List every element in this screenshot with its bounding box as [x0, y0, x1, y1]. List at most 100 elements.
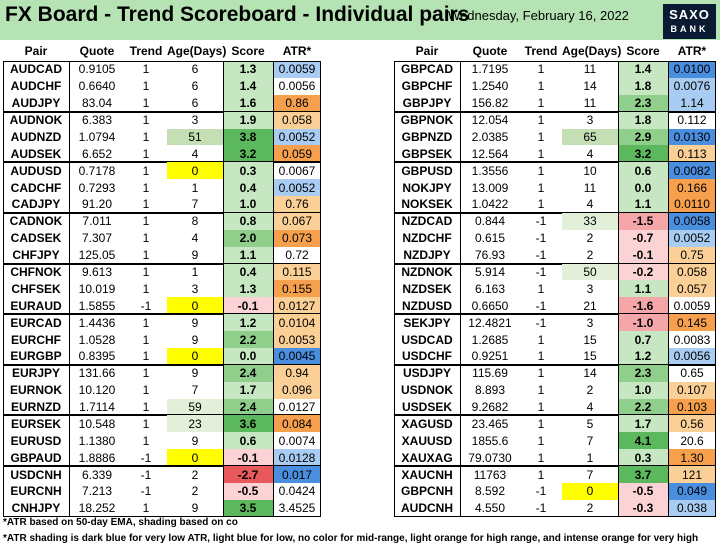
group-separator [3, 414, 321, 417]
score-cell: 0.8 [223, 212, 273, 230]
trend-cell: 1 [537, 400, 545, 415]
score-cell: 3.7 [618, 466, 668, 483]
score-cell: -1.6 [618, 297, 668, 315]
quote-cell: 7.307 [81, 231, 113, 246]
atr-cell: 0.038 [668, 499, 716, 517]
column-header-trend: Trend [129, 44, 163, 58]
score-cell: -0.1 [223, 297, 273, 315]
trend-cell: 1 [537, 332, 545, 347]
trend-cell: 1 [537, 113, 545, 128]
table-row: CNHJPY 18.252 1 9 3.5 3.4525 [3, 499, 321, 517]
atr-cell: 0.94 [273, 364, 321, 382]
table-row: AUDCAD 0.9105 1 6 1.3 0.0059 [3, 61, 321, 78]
age-cell: 11 [583, 180, 597, 195]
quote-cell: 83.04 [81, 96, 113, 111]
pair-cell: EURSEK [10, 416, 61, 431]
atr-cell: 1.30 [668, 449, 716, 467]
trend-cell: -1 [535, 231, 547, 246]
quote-cell: 0.9105 [78, 62, 116, 77]
saxo-bank-logo: SAXO BANK [663, 4, 716, 39]
group-separator [394, 262, 716, 265]
page-title: FX Board - Trend Scoreboard - Individual… [5, 3, 470, 26]
table-row: NZDJPY 76.93 -1 2 -0.1 0.75 [394, 246, 716, 264]
score-cell: 4.1 [618, 432, 668, 450]
age-cell: 50 [562, 263, 618, 281]
trend-cell: 1 [142, 62, 150, 77]
age-cell: 6 [191, 62, 199, 77]
quote-cell: 18.252 [78, 501, 116, 516]
group-separator [394, 363, 716, 366]
age-cell: 2 [586, 231, 594, 246]
trend-cell: -1 [140, 450, 152, 465]
score-cell: -0.5 [618, 483, 668, 500]
age-cell: 7 [586, 433, 594, 448]
table-row: NZDUSD 0.6650 -1 21 -1.6 0.0059 [394, 297, 716, 315]
atr-cell: 0.166 [668, 179, 716, 197]
pair-cell: CADCHF [10, 180, 62, 195]
group-separator [3, 465, 321, 468]
trend-cell: -1 [535, 315, 547, 330]
quote-cell: 1.0794 [78, 129, 116, 144]
score-cell: 3.2 [618, 145, 668, 163]
age-cell: 1 [586, 450, 594, 465]
age-cell: 15 [583, 349, 597, 364]
trend-cell: -1 [140, 298, 152, 313]
pair-cell: NZDJPY [403, 248, 451, 263]
quote-cell: 6.339 [81, 467, 113, 482]
pair-cell: AUDJPY [11, 96, 61, 111]
age-cell: 7 [586, 467, 594, 482]
table-row: GBPNZD 2.0385 1 65 2.9 0.0130 [394, 128, 716, 146]
trend-cell: 1 [537, 96, 545, 111]
trend-cell: -1 [535, 214, 547, 229]
table-row: XAUUSD 1855.6 1 7 4.1 20.6 [394, 432, 716, 450]
age-cell: 2 [586, 501, 594, 516]
table-row: CADCHF 0.7293 1 1 0.4 0.0052 [3, 179, 321, 197]
table-row: NZDNOK 5.914 -1 50 -0.2 0.058 [394, 263, 716, 281]
score-cell: 2.9 [618, 128, 668, 146]
quote-cell: 156.82 [471, 96, 509, 111]
age-cell: 14 [583, 366, 597, 381]
trend-cell: 1 [142, 113, 150, 128]
table-row: NOKSEK 1.0422 1 4 1.1 0.0110 [394, 196, 716, 213]
quote-cell: 10.120 [78, 383, 116, 398]
table-row: NOKJPY 13.009 1 11 0.0 0.166 [394, 179, 716, 197]
quote-cell: 0.844 [474, 214, 506, 229]
group-separator [394, 414, 716, 417]
score-cell: -0.3 [618, 499, 668, 517]
quote-cell: 1.2540 [471, 79, 509, 94]
trend-cell: 1 [142, 349, 150, 364]
atr-cell: 0.0076 [668, 77, 716, 95]
table-row: EURCNH 7.213 -1 2 -0.5 0.0424 [3, 483, 321, 500]
trend-cell: -1 [535, 484, 547, 499]
quote-cell: 0.7178 [78, 163, 116, 178]
atr-cell: 0.058 [668, 263, 716, 281]
trend-cell: 1 [142, 366, 150, 381]
score-cell: 1.7 [223, 381, 273, 399]
column-divider [618, 61, 619, 517]
trend-cell: 1 [537, 163, 545, 178]
table-row: XAGUSD 23.465 1 5 1.7 0.56 [394, 415, 716, 433]
atr-cell: 0.0067 [278, 163, 316, 178]
score-cell: 2.2 [223, 331, 273, 348]
score-cell: -1.0 [618, 314, 668, 332]
quote-cell: 6.383 [81, 113, 113, 128]
atr-cell: 0.017 [273, 466, 321, 483]
atr-cell: 0.049 [668, 483, 716, 500]
score-cell: 1.8 [618, 111, 668, 129]
quote-cell: 1.4436 [78, 315, 116, 330]
quote-cell: 1.0422 [471, 197, 509, 212]
age-cell: 2 [191, 467, 199, 482]
score-cell: 3.2 [223, 145, 273, 163]
table-row: SEKJPY 12.4821 -1 3 -1.0 0.145 [394, 314, 716, 332]
trend-cell: 1 [537, 433, 545, 448]
quote-cell: 0.615 [474, 231, 506, 246]
table-row: EURSEK 10.548 1 23 3.6 0.084 [3, 415, 321, 433]
age-cell: 5 [586, 416, 594, 431]
table-frame [3, 61, 321, 517]
quote-cell: 0.9251 [471, 349, 509, 364]
table-row: CHFSEK 10.019 1 3 1.3 0.155 [3, 280, 321, 298]
pair-cell: EURCAD [10, 315, 62, 330]
column-header-atr: ATR* [677, 44, 707, 58]
atr-cell: 121 [668, 466, 716, 483]
score-cell: 1.4 [618, 61, 668, 78]
